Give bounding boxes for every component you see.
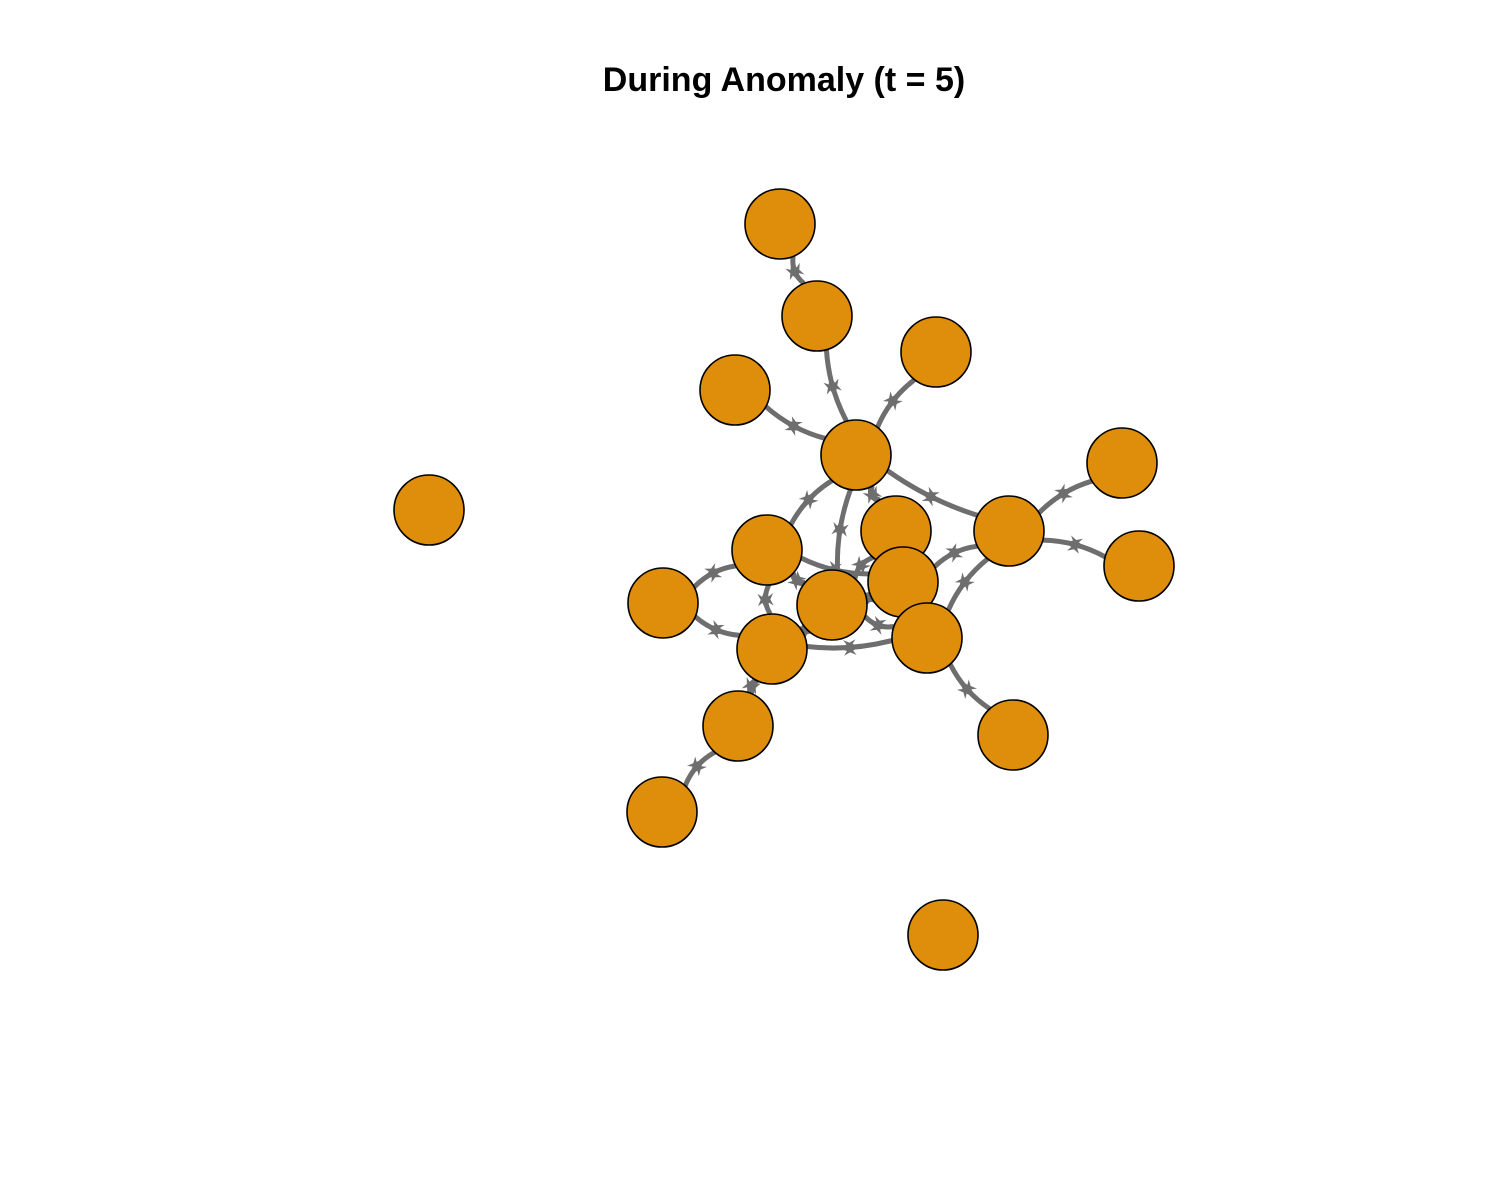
- edge-arrowhead: [960, 681, 977, 699]
- graph-node: [796, 569, 868, 641]
- edge: [863, 614, 895, 635]
- edge-arrowhead: [801, 489, 819, 508]
- edge: [823, 349, 849, 423]
- edge: [757, 583, 774, 616]
- edge-arrowhead: [690, 756, 707, 774]
- edge: [764, 404, 826, 441]
- edge-arrowhead: [921, 492, 940, 507]
- edge-arrowhead: [854, 555, 871, 573]
- edge: [947, 663, 992, 711]
- nodes-layer: [393, 188, 1175, 971]
- edge: [875, 377, 917, 429]
- edge-arrowhead: [789, 262, 805, 281]
- graph-node: [977, 699, 1049, 771]
- edge: [862, 485, 883, 505]
- graph-node: [907, 899, 979, 971]
- edge-arrowhead: [1054, 488, 1073, 504]
- edge-arrowhead: [867, 486, 883, 505]
- graph-node: [393, 474, 465, 546]
- edge-arrowhead: [831, 519, 847, 537]
- graph-node: [1103, 530, 1175, 602]
- edge-arrowhead: [706, 624, 725, 640]
- graph-node: [900, 316, 972, 388]
- edge-arrowhead: [945, 548, 964, 563]
- edge-arrowhead: [882, 393, 899, 411]
- edge-arrowhead: [687, 758, 704, 777]
- edge-arrowhead: [839, 639, 857, 655]
- graph-node: [744, 188, 816, 260]
- edge: [693, 614, 740, 640]
- graph-node: [626, 776, 698, 848]
- graph-node: [820, 419, 892, 491]
- graph-node: [627, 567, 699, 639]
- edge: [932, 543, 978, 569]
- edge: [787, 570, 807, 591]
- edge: [831, 488, 853, 571]
- edge: [850, 555, 875, 580]
- edge-arrowhead: [826, 376, 842, 395]
- graph-node: [736, 613, 808, 685]
- edge-arrowhead: [850, 557, 868, 576]
- graph-node: [1086, 427, 1158, 499]
- edge-arrowhead: [789, 574, 807, 591]
- edge: [945, 556, 990, 612]
- edge: [785, 256, 806, 286]
- edge-arrowhead: [954, 574, 971, 592]
- graph-node: [891, 602, 963, 674]
- edge-arrowhead: [757, 589, 774, 607]
- edge-arrowhead: [704, 568, 723, 583]
- edge: [741, 676, 762, 696]
- edge-arrowhead: [741, 676, 756, 695]
- edge: [692, 563, 737, 589]
- graph-node: [699, 354, 771, 426]
- edge-arrowhead: [1067, 535, 1085, 551]
- edge: [885, 468, 979, 518]
- edge-arrowhead: [798, 492, 816, 510]
- edge: [682, 750, 717, 787]
- graph-node: [702, 690, 774, 762]
- edge-arrowhead: [787, 570, 805, 588]
- edge: [1037, 478, 1093, 515]
- graph-node: [973, 495, 1045, 567]
- graph-node: [731, 514, 803, 586]
- edge-arrowhead: [958, 572, 975, 591]
- graph-node: [781, 280, 853, 352]
- edge-arrowhead: [784, 421, 803, 436]
- edge-arrowhead: [886, 391, 903, 409]
- edge-arrowhead: [868, 619, 887, 635]
- edge: [806, 638, 893, 656]
- edge: [788, 478, 834, 526]
- page-title: During Anomaly (t = 5): [602, 61, 966, 99]
- edge-arrowhead: [957, 679, 974, 697]
- edge: [1042, 535, 1107, 560]
